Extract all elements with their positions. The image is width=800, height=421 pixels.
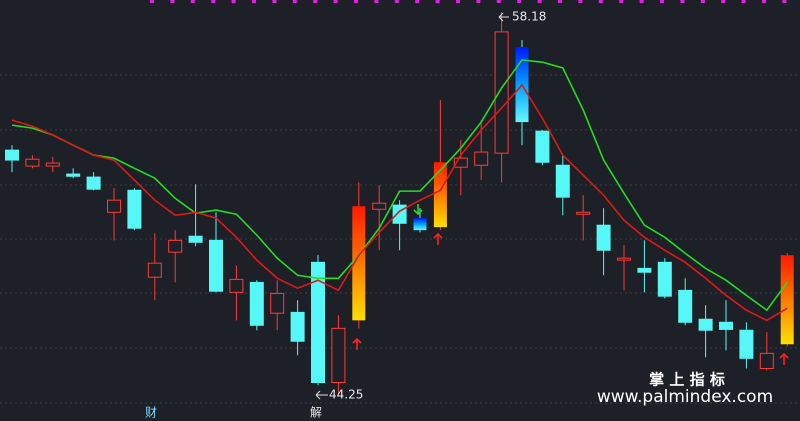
candle-body — [270, 292, 285, 314]
plot — [5, 12, 794, 396]
top-marker — [211, 0, 216, 3]
top-marker — [394, 0, 399, 3]
candle-body — [45, 162, 60, 167]
annotation-leader — [315, 390, 328, 400]
top-marker — [741, 0, 746, 3]
top-marker — [619, 0, 624, 3]
top-marker — [762, 0, 766, 3]
top-marker — [292, 0, 297, 3]
top-marker — [700, 0, 705, 3]
candle-body — [494, 31, 509, 154]
candle-body — [127, 189, 142, 229]
top-markers — [150, 0, 787, 3]
top-marker — [558, 0, 562, 3]
top-marker — [354, 0, 358, 3]
top-marker — [170, 0, 175, 3]
up-arrow — [779, 352, 789, 365]
top-marker — [639, 0, 644, 3]
low-label: 44.25 — [329, 388, 363, 402]
top-marker — [313, 0, 318, 3]
top-marker — [782, 0, 787, 3]
candle-body — [147, 262, 162, 278]
top-marker — [517, 0, 522, 3]
candle-body — [372, 202, 387, 210]
indicator-line — [11, 59, 788, 312]
top-marker — [374, 0, 379, 3]
candle-body — [433, 162, 447, 228]
candle-body — [780, 255, 794, 345]
candle-body — [535, 130, 550, 163]
candle-body — [229, 278, 244, 293]
candle-body — [413, 218, 427, 231]
top-marker — [435, 0, 440, 3]
candle-body — [719, 321, 733, 330]
candle-body — [107, 199, 121, 213]
event-label: 解 — [310, 406, 322, 420]
high-label: 58.18 — [512, 10, 546, 24]
candle-body — [66, 173, 81, 177]
candle-body — [453, 157, 468, 168]
candle-body — [657, 261, 672, 297]
signal-arrows — [352, 204, 789, 365]
candle-body — [474, 151, 489, 166]
top-marker — [476, 0, 481, 3]
top-marker — [190, 0, 195, 3]
watermark: www.palmindex.com — [597, 387, 773, 407]
candle-body — [188, 235, 203, 243]
candle-body — [739, 329, 754, 359]
up-arrow — [433, 232, 443, 245]
candle-body — [209, 239, 223, 292]
candle-body — [596, 224, 611, 251]
top-marker — [252, 0, 256, 3]
candle-body — [637, 267, 652, 273]
top-marker — [231, 0, 236, 3]
candle-body — [555, 164, 570, 198]
top-marker — [272, 0, 277, 3]
candle-body — [25, 158, 40, 167]
candle-body — [86, 176, 101, 190]
candle-body — [331, 327, 346, 384]
candle-body — [168, 239, 183, 253]
top-marker — [456, 0, 460, 3]
candle-body — [5, 149, 19, 161]
candle-body — [617, 257, 631, 261]
candle-body — [678, 289, 693, 323]
down-arrow — [413, 204, 423, 216]
top-marker — [598, 0, 603, 3]
candle-body — [311, 261, 325, 384]
candle-body — [290, 311, 305, 342]
top-marker — [660, 0, 664, 3]
top-marker — [680, 0, 685, 3]
candle-body — [249, 281, 264, 326]
indicator-line — [11, 83, 788, 322]
up-arrow — [352, 337, 362, 350]
candle-body — [698, 318, 713, 331]
top-marker — [721, 0, 726, 3]
top-marker — [415, 0, 420, 3]
candle-body — [352, 206, 366, 321]
top-marker — [496, 0, 501, 3]
top-marker — [578, 0, 583, 3]
candle-body — [759, 352, 774, 369]
candle-body — [576, 211, 591, 215]
top-marker — [333, 0, 338, 3]
watermark: 掌 上 指 标 — [649, 371, 725, 389]
top-marker — [537, 0, 542, 3]
top-marker — [150, 0, 154, 3]
annotation-leader — [498, 12, 509, 22]
event-label: 财 — [145, 406, 157, 420]
